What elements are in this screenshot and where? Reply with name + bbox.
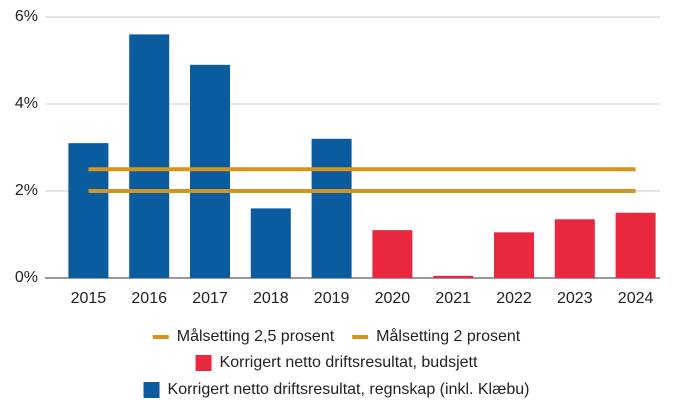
legend-row: Målsetting 2,5 prosent Målsetting 2 prose… bbox=[152, 327, 521, 345]
x-tick-label: 2017 bbox=[192, 290, 228, 307]
bar bbox=[554, 219, 595, 278]
legend-label: Korrigert netto driftsresultat, budsjett bbox=[220, 354, 478, 371]
x-tick-label: 2018 bbox=[253, 290, 289, 307]
y-tick-label: 6% bbox=[15, 8, 38, 25]
x-tick-label: 2024 bbox=[618, 290, 654, 307]
x-tick-label: 2022 bbox=[496, 290, 532, 307]
bar bbox=[68, 143, 109, 278]
legend-row: Korrigert netto driftsresultat, budsjett bbox=[195, 354, 478, 371]
x-tick-label: 2023 bbox=[557, 290, 593, 307]
legend-swatch bbox=[143, 382, 160, 398]
bar bbox=[615, 212, 656, 278]
y-tick-label: 4% bbox=[15, 95, 38, 112]
bar bbox=[433, 275, 474, 278]
x-tick-label: 2021 bbox=[435, 290, 471, 307]
legend-row: Korrigert netto driftsresultat, regnskap… bbox=[143, 381, 530, 398]
legend-label: Korrigert netto driftsresultat, regnskap… bbox=[168, 381, 530, 398]
bar bbox=[250, 208, 291, 278]
bar bbox=[494, 232, 534, 278]
y-tick-label: 0% bbox=[15, 269, 38, 286]
x-tick-label: 2019 bbox=[314, 290, 350, 307]
bar bbox=[311, 138, 352, 278]
bar bbox=[190, 64, 230, 278]
x-tick-label: 2020 bbox=[375, 290, 411, 307]
y-tick-label: 2% bbox=[15, 182, 38, 199]
bar bbox=[129, 34, 170, 279]
x-tick-label: 2015 bbox=[71, 290, 107, 307]
x-tick-label: 2016 bbox=[131, 290, 167, 307]
legend-swatch bbox=[195, 355, 212, 371]
bar bbox=[372, 230, 413, 278]
legend-label: Målsetting 2 prosent bbox=[376, 327, 521, 345]
legend-label: Målsetting 2,5 prosent bbox=[177, 327, 335, 345]
